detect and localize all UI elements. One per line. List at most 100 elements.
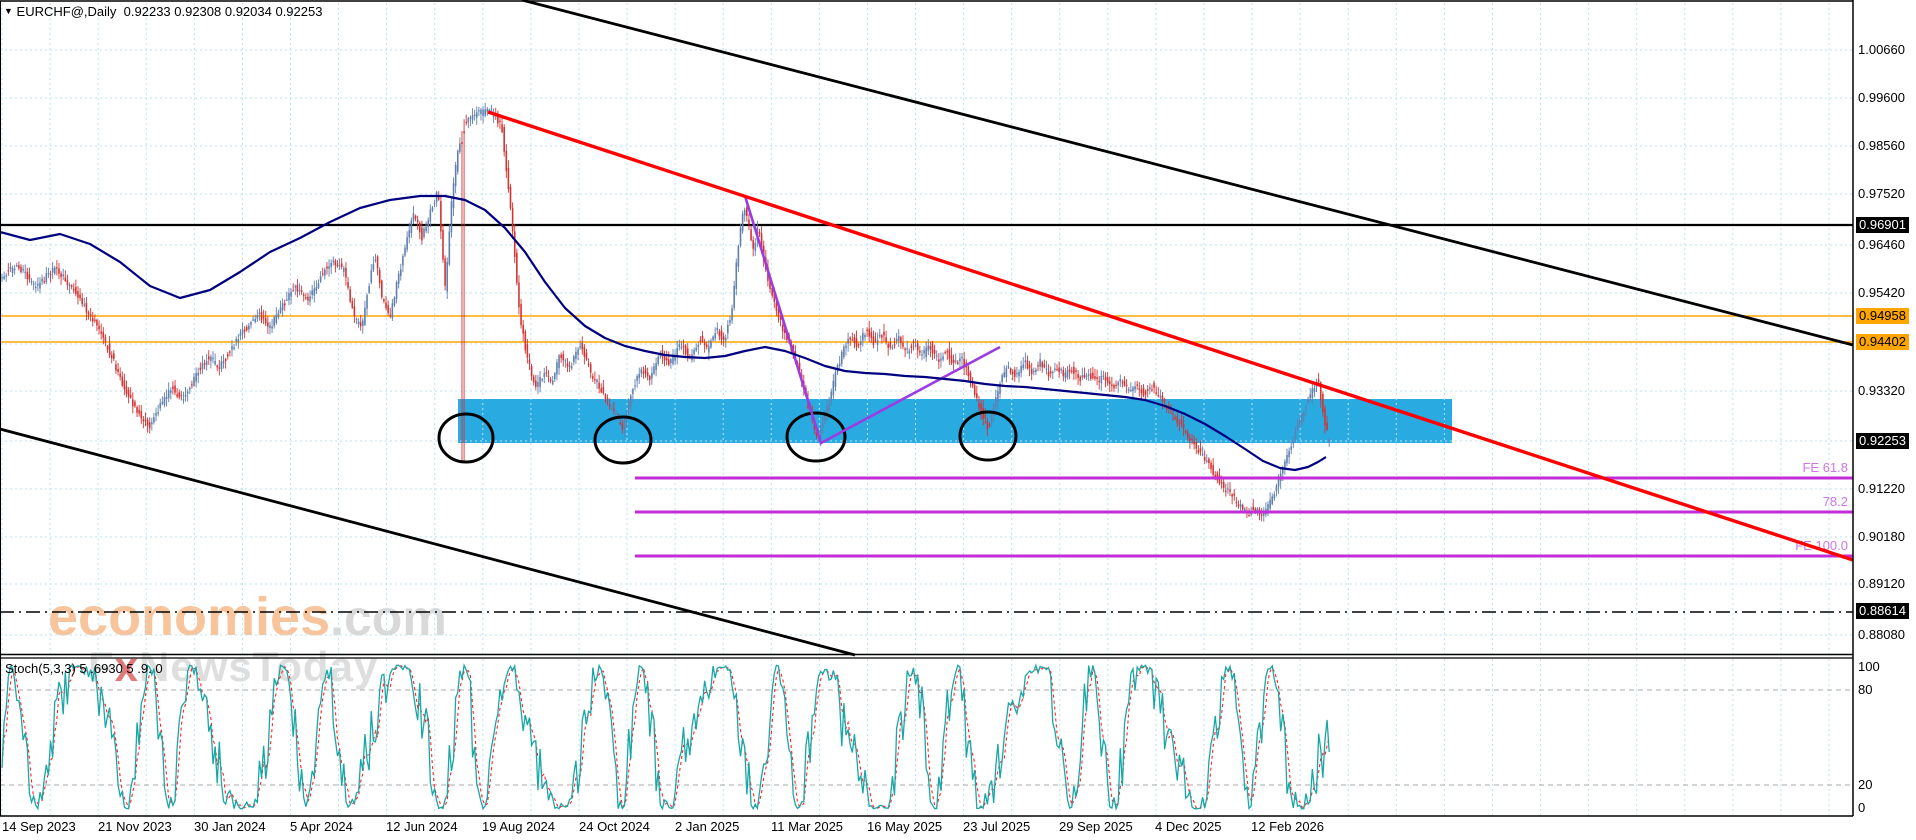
candle-body (391, 303, 394, 319)
candle-body (971, 383, 974, 386)
price-axis-label: 0.90180 (1858, 529, 1905, 544)
candle-body (851, 339, 854, 341)
candle-body (610, 407, 613, 410)
candle-body (292, 290, 294, 292)
candle-body (1056, 368, 1058, 371)
candle-body (22, 269, 24, 271)
candle-body (188, 387, 191, 390)
candle-body (938, 359, 940, 362)
candle-body (315, 287, 318, 291)
candle-body (1174, 417, 1176, 419)
candle-body (897, 336, 900, 341)
candle-body (997, 390, 999, 402)
candle-body (5, 275, 8, 277)
candle-body (351, 301, 354, 308)
candle-body (684, 345, 687, 354)
candle-body (992, 405, 995, 417)
candle-body (750, 229, 752, 241)
candle-body (826, 406, 828, 417)
candle-body (560, 354, 562, 359)
price-axis-label: 0.95420 (1858, 285, 1905, 300)
candle-body (224, 358, 227, 362)
candle-body (1206, 460, 1208, 462)
candle-body (368, 286, 370, 293)
candle-body (446, 261, 449, 292)
candle-body (952, 359, 955, 363)
candle-body (364, 307, 366, 325)
candle-body (914, 345, 917, 347)
candle-body (410, 220, 413, 233)
candle-body (659, 353, 662, 357)
candle-body (448, 231, 451, 265)
candle-body (176, 394, 178, 397)
candle-body (456, 150, 459, 172)
candle-body (1087, 374, 1090, 376)
candle-body (94, 319, 96, 321)
time-axis-label: 12 Jun 2024 (386, 819, 458, 834)
candle-body (1222, 481, 1225, 488)
candle-body (589, 364, 592, 373)
candle-body (235, 338, 238, 342)
candle-body (239, 332, 242, 337)
candle-body (32, 283, 35, 285)
candle-body (881, 335, 883, 338)
time-axis-label: 19 Aug 2024 (482, 819, 556, 834)
candle-body (1311, 388, 1314, 399)
watermark: economies.com FxNewsToday (48, 590, 447, 688)
price-axis-label: 0.98560 (1858, 138, 1905, 153)
candle-body (773, 291, 776, 302)
candle-body (916, 343, 919, 351)
candle-body (743, 209, 746, 216)
upper-channel-line (521, 0, 1854, 347)
collapse-triangle-icon[interactable]: ▼ (4, 6, 13, 16)
candle-body (819, 430, 822, 440)
candle-body (990, 412, 993, 424)
candle-body (1267, 504, 1269, 514)
candle-body (528, 359, 531, 364)
candle-body (132, 399, 134, 407)
candle-body (581, 342, 584, 350)
candle-body (501, 124, 503, 133)
candle-body (902, 342, 904, 347)
candle-body (378, 269, 381, 284)
candle-body (1149, 387, 1151, 390)
candle-body (1077, 374, 1079, 378)
candle-body (49, 274, 52, 276)
candle-body (843, 346, 845, 358)
candle-body (585, 352, 588, 360)
candle-body (153, 417, 155, 423)
candle-body (1064, 372, 1067, 379)
candle-body (876, 340, 879, 345)
candle-body (1165, 406, 1168, 410)
watermark-x-icon: x (114, 643, 140, 690)
candle-body (995, 397, 997, 407)
candle-body (260, 312, 263, 321)
candle-body (927, 345, 930, 352)
fib-expansion-label: FE 100.0 (1795, 538, 1848, 553)
candle-body (623, 421, 626, 430)
candle-body (708, 346, 710, 353)
candle-body (184, 394, 187, 397)
candle-body (1062, 369, 1065, 377)
candle-body (1020, 366, 1022, 373)
candle-body (68, 284, 71, 287)
candle-body (507, 167, 510, 190)
candle-body (670, 359, 672, 364)
candle-body (286, 299, 288, 301)
candle-body (1005, 367, 1008, 378)
candle-body (389, 314, 392, 317)
candle-body (98, 325, 100, 330)
candle-body (1189, 437, 1191, 442)
candle-body (665, 357, 668, 361)
candle-body (1239, 504, 1242, 508)
candle-body (503, 126, 505, 152)
candle-body (1172, 413, 1174, 415)
candle-body (193, 376, 195, 386)
candle-body (1324, 408, 1326, 426)
candle-body (47, 272, 50, 275)
candle-body (1208, 458, 1210, 464)
time-axis-label: 4 Dec 2025 (1155, 819, 1222, 834)
candle-body (988, 424, 991, 426)
candle-body (207, 356, 210, 360)
